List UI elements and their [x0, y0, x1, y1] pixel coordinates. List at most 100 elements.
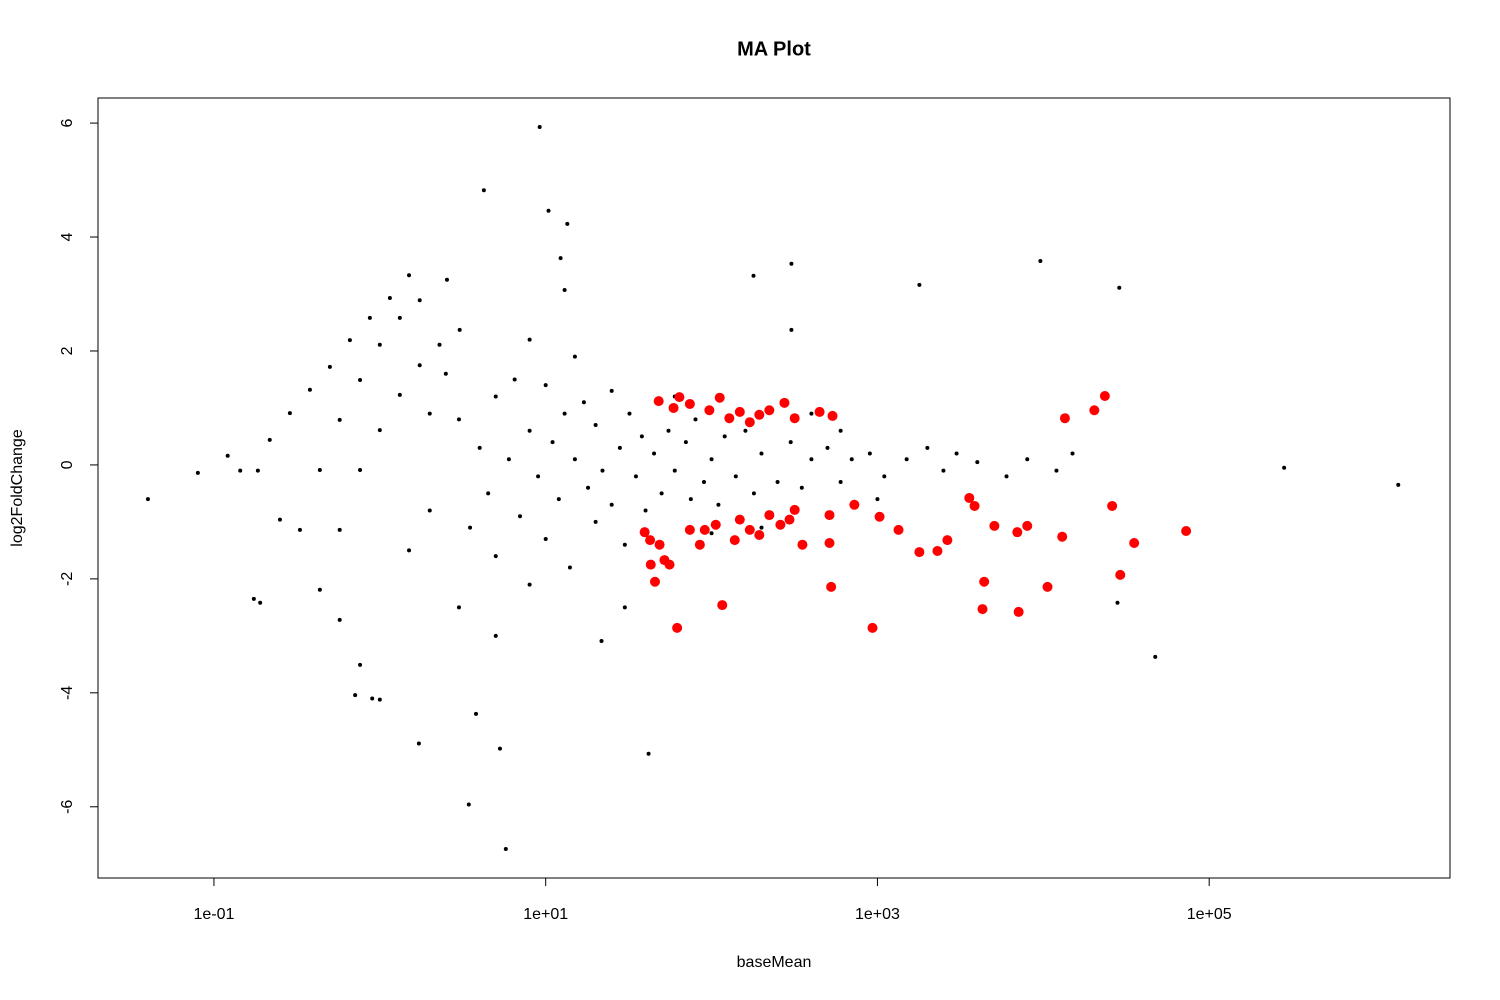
point: [481, 188, 486, 193]
point: [417, 298, 422, 303]
point: [1054, 468, 1059, 473]
point: [925, 445, 930, 450]
point: [493, 394, 498, 399]
point: [358, 662, 363, 667]
point: [267, 437, 272, 442]
point: [1282, 465, 1287, 470]
significant-point: [674, 392, 685, 403]
point: [1038, 258, 1043, 263]
point: [751, 491, 756, 496]
point: [788, 440, 793, 445]
significant-point: [849, 499, 860, 510]
point: [693, 417, 698, 422]
significant-point: [1099, 390, 1110, 401]
significant-point: [824, 537, 835, 548]
significant-point: [684, 524, 695, 535]
point: [617, 445, 622, 450]
point: [370, 696, 375, 701]
significant-point: [764, 510, 775, 521]
point: [255, 468, 260, 473]
point: [238, 468, 243, 473]
point: [882, 474, 887, 479]
point: [377, 428, 382, 433]
x-tick-label: 1e+01: [523, 906, 568, 923]
point: [639, 434, 644, 439]
significant-point: [1089, 405, 1100, 416]
point: [688, 497, 693, 502]
point: [337, 617, 342, 622]
point: [512, 377, 517, 382]
point: [572, 354, 577, 359]
significant-point: [1059, 413, 1070, 424]
point: [444, 277, 449, 282]
point: [941, 468, 946, 473]
point: [867, 451, 872, 456]
significant-point: [654, 539, 665, 550]
significant-point: [754, 530, 765, 541]
y-tick-label: 4: [59, 232, 76, 241]
significant-point: [734, 514, 745, 525]
point: [716, 502, 721, 507]
point: [503, 846, 508, 851]
significant-point: [826, 581, 837, 592]
significant-point: [710, 519, 721, 530]
point: [652, 451, 657, 456]
significant-point: [704, 405, 715, 416]
significant-point: [827, 410, 838, 421]
significant-point: [1022, 520, 1033, 531]
point: [683, 440, 688, 445]
point: [517, 514, 522, 519]
point: [251, 596, 256, 601]
point: [477, 445, 482, 450]
significant-point: [1057, 531, 1068, 542]
point: [709, 457, 714, 462]
significant-point: [1013, 606, 1024, 617]
point: [457, 327, 462, 332]
significant-point: [964, 492, 975, 503]
point: [486, 491, 491, 496]
point: [875, 497, 880, 502]
y-tick-label: -2: [59, 572, 76, 586]
significant-point: [668, 402, 679, 413]
point: [743, 428, 748, 433]
significant-point: [714, 392, 725, 403]
significant-point: [914, 547, 925, 558]
significant-point: [867, 622, 878, 633]
y-tick-label: 2: [59, 346, 76, 355]
significant-point: [932, 545, 943, 556]
point: [838, 480, 843, 485]
point: [709, 531, 714, 536]
significant-point: [645, 559, 656, 570]
point: [456, 417, 461, 422]
significant-point: [744, 524, 755, 535]
significant-point: [1107, 500, 1118, 511]
point: [572, 457, 577, 462]
point: [1070, 451, 1075, 456]
point: [917, 282, 922, 287]
significant-point: [977, 604, 988, 615]
point: [195, 470, 200, 475]
point: [493, 554, 498, 559]
point: [317, 587, 322, 592]
point: [733, 474, 738, 479]
point: [550, 440, 555, 445]
significant-point: [764, 405, 775, 416]
point: [809, 457, 814, 462]
point: [407, 273, 412, 278]
point: [600, 468, 605, 473]
point: [593, 519, 598, 524]
significant-point: [672, 622, 683, 633]
point: [407, 548, 412, 553]
significant-point: [1012, 527, 1023, 538]
point: [627, 411, 632, 416]
point: [775, 480, 780, 485]
point: [904, 457, 909, 462]
point: [954, 451, 959, 456]
significant-point: [729, 535, 740, 546]
significant-point: [824, 510, 835, 521]
significant-point: [942, 535, 953, 546]
point: [722, 434, 727, 439]
point: [562, 411, 567, 416]
point: [558, 256, 563, 261]
point: [672, 468, 677, 473]
